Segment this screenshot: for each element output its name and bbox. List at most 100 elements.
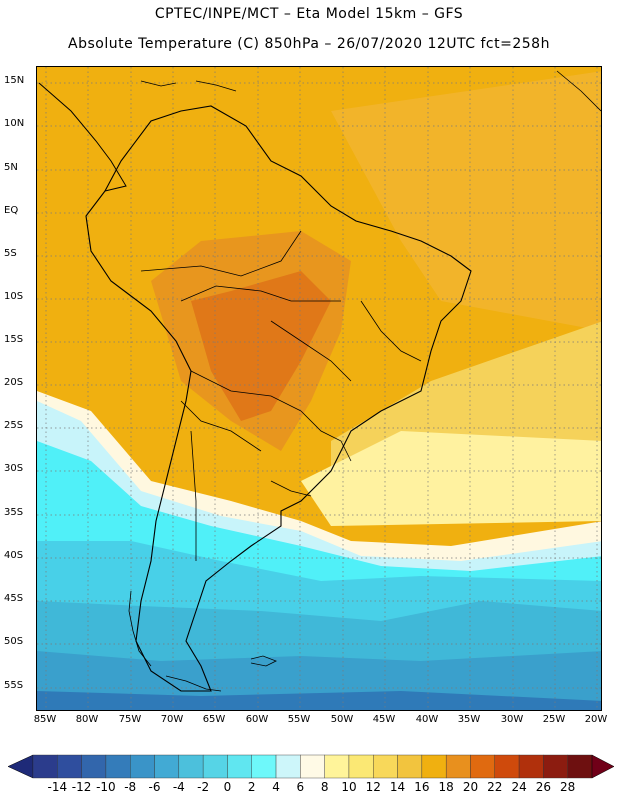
country-border — [300, 410, 352, 462]
tierra-del-fuego — [165, 675, 222, 692]
colorbar-swatch — [251, 754, 277, 779]
colorbar-swatch — [397, 754, 423, 779]
colorbar-tick-label: 18 — [438, 780, 454, 794]
latitude-tick-label: 5N — [4, 162, 18, 173]
colorbar-tick-label: 6 — [296, 780, 305, 794]
longitude-tick-label: 55W — [287, 714, 311, 725]
colorbar-tick-label: 4 — [272, 780, 280, 794]
latitude-tick-label: 5S — [4, 248, 17, 259]
longitude-tick-label: 30W — [500, 714, 524, 725]
country-border — [270, 320, 352, 382]
longitude-tick-label: 40W — [415, 714, 439, 725]
colorbar-swatch — [300, 754, 325, 779]
central-america-coastline — [38, 82, 127, 192]
colorbar-tick-label: -8 — [124, 780, 137, 794]
country-border — [180, 400, 262, 452]
colorbar-tick-label: -4 — [172, 780, 185, 794]
longitude-tick-label: 80W — [75, 714, 99, 725]
colorbar-swatch — [275, 754, 301, 779]
south-america-coastline — [85, 105, 472, 692]
latitude-tick-label: 10S — [4, 291, 24, 302]
colorbar-swatch — [130, 754, 155, 779]
colorbar-swatch — [178, 754, 204, 779]
temperature-map — [36, 66, 602, 711]
colorbar-tick-label: -6 — [148, 780, 161, 794]
colorbar-under-arrow — [7, 754, 34, 779]
colorbar-tick-label: 12 — [365, 780, 381, 794]
longitude-tick-label: 20W — [584, 714, 608, 725]
latitude-tick-label: 30S — [4, 463, 24, 474]
country-border — [140, 230, 302, 277]
latitude-tick-label: 15N — [4, 75, 25, 86]
colorbar-swatch — [324, 754, 350, 779]
colorbar-swatch — [227, 754, 252, 779]
colorbar-tick-label: 2 — [247, 780, 256, 794]
chilean-archipelago — [128, 590, 152, 667]
longitude-tick-label: 60W — [245, 714, 269, 725]
latitude-tick-label: 45S — [4, 593, 24, 604]
colorbar-swatch — [518, 754, 544, 779]
colorbar-swatch — [567, 754, 593, 779]
longitude-tick-label: 35W — [457, 714, 481, 725]
longitude-tick-label: 75W — [118, 714, 142, 725]
colorbar-tick-label: 14 — [389, 780, 406, 794]
colorbar-swatch — [373, 754, 398, 779]
color-legend-bar — [7, 754, 615, 779]
map-subtitle: Absolute Temperature (C) 850hPa – 26/07/… — [68, 36, 550, 52]
latitude-tick-label: 20S — [4, 377, 24, 388]
colorbar-swatch — [421, 754, 447, 779]
latitude-tick-label: 10N — [4, 118, 25, 129]
colorbar-tick-label: -14 — [47, 780, 68, 794]
longitude-tick-label: 25W — [542, 714, 566, 725]
colorbar-tick-label: 0 — [223, 780, 232, 794]
colorbar-tick-label: 16 — [414, 780, 430, 794]
rio-de-la-plata — [270, 480, 312, 497]
colorbar-swatch — [81, 754, 107, 779]
colorbar-tick-label: 20 — [462, 780, 479, 794]
map-title: CPTEC/INPE/MCT – Eta Model 15km – GFS — [154, 6, 464, 22]
colorbar-swatch — [202, 754, 228, 779]
longitude-tick-label: 85W — [33, 714, 57, 725]
colorbar-tick-label: 28 — [560, 780, 576, 794]
caribbean-islands — [140, 80, 177, 87]
longitude-tick-label: 45W — [372, 714, 396, 725]
field-deep-blue — [37, 691, 601, 710]
country-border — [190, 430, 197, 561]
colorbar-tick-label: -2 — [197, 780, 210, 794]
latitude-tick-label: 40S — [4, 550, 24, 561]
colorbar-over-arrow — [591, 754, 615, 779]
field-pale-yellow — [301, 431, 601, 526]
caribbean-islands — [556, 70, 601, 112]
latitude-tick-label: EQ — [4, 205, 19, 216]
latitude-tick-label: 50S — [4, 636, 24, 647]
colorbar-swatch — [32, 754, 58, 779]
map-canvas — [37, 67, 601, 710]
longitude-tick-label: 50W — [330, 714, 354, 725]
field-continent-hotter — [191, 271, 331, 421]
country-border — [180, 285, 341, 302]
latitude-tick-label: 35S — [4, 507, 24, 518]
colorbar-swatch — [494, 754, 520, 779]
latitude-tick-label: 55S — [4, 680, 24, 691]
longitude-tick-label: 70W — [160, 714, 184, 725]
caribbean-islands — [195, 80, 237, 92]
colorbar-tick-label: 8 — [320, 780, 329, 794]
colorbar-swatch — [348, 754, 374, 779]
field-tropics-band — [331, 71, 601, 331]
falkland-islands — [250, 655, 277, 667]
colorbar-tick-label: 10 — [341, 780, 357, 794]
colorbar-swatch — [57, 754, 82, 779]
colorbar-tick-label: 26 — [535, 780, 552, 794]
colorbar-tick-label: -12 — [71, 780, 92, 794]
colorbar-tick-label: 24 — [511, 780, 527, 794]
colorbar-swatch — [470, 754, 495, 779]
longitude-tick-label: 65W — [202, 714, 226, 725]
latitude-tick-label: 15S — [4, 334, 24, 345]
colorbar-tick-label: -10 — [96, 780, 116, 794]
country-border — [190, 370, 302, 412]
country-border — [360, 300, 422, 362]
latitude-tick-label: 25S — [4, 420, 24, 431]
colorbar-swatch — [105, 754, 131, 779]
colorbar-swatch — [543, 754, 568, 779]
colorbar-swatch — [445, 754, 471, 779]
